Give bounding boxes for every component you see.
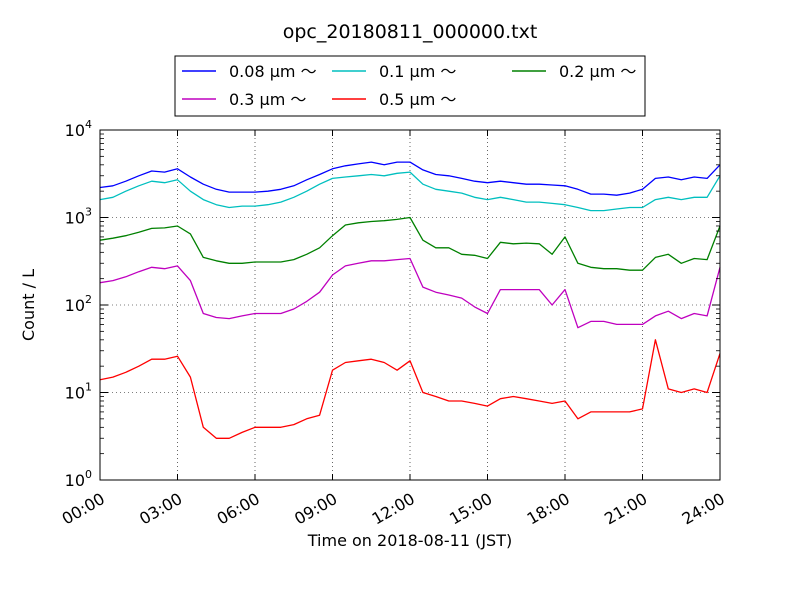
series-layer: [99, 161, 721, 439]
legend-label-3: 0.3 μm ～: [229, 90, 306, 109]
series-line-2: [99, 216, 721, 271]
legend-label-0: 0.08 μm ～: [229, 62, 317, 81]
y-axis-label: Count / L: [19, 269, 38, 341]
series-line-0: [99, 161, 721, 196]
grid: [100, 130, 720, 480]
chart-title: opc_20180811_000000.txt: [283, 21, 538, 43]
series-line-1: [99, 171, 721, 212]
legend-label-4: 0.5 μm ～: [379, 90, 456, 109]
x-axis-label: Time on 2018-08-11 (JST): [307, 531, 512, 550]
series-line-3: [99, 257, 721, 329]
axis-ticks: [99, 129, 721, 481]
legend-label-2: 0.2 μm ～: [559, 62, 636, 81]
legend: 0.08 μm ～ 0.1 μm ～ 0.2 μm ～ 0.3 μm ～ 0.5 μm …: [174, 55, 646, 117]
legend-frame: [174, 55, 646, 117]
series-line-4: [99, 339, 721, 439]
legend-label-1: 0.1 μm ～: [379, 62, 456, 81]
